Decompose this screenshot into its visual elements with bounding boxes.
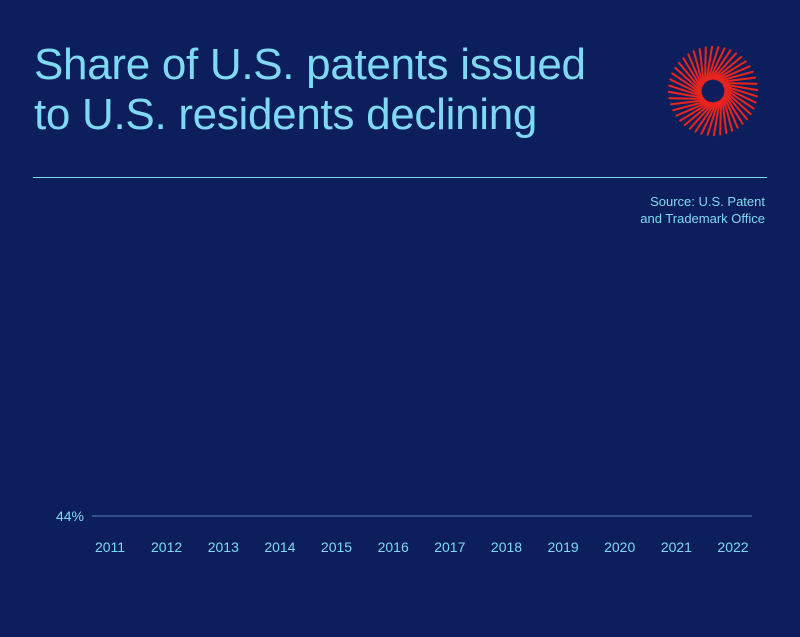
logo-ray xyxy=(711,52,738,80)
logo-ray xyxy=(674,66,702,93)
source-line-1: Source: U.S. Patent xyxy=(650,194,765,209)
source-line-2: and Trademark Office xyxy=(640,211,765,226)
logo-ray xyxy=(721,81,758,85)
logo-ray xyxy=(723,84,758,98)
logo-ray xyxy=(698,47,705,85)
logo-ray xyxy=(723,93,744,125)
logo-ray xyxy=(708,47,726,81)
logo-ray xyxy=(712,100,721,137)
x-tick-label: 2012 xyxy=(151,539,182,555)
x-tick-label: 2015 xyxy=(321,539,352,555)
y-tick-labels: 44% xyxy=(56,508,84,524)
logo-ray xyxy=(705,45,714,82)
logo-ray xyxy=(677,61,702,91)
logo-ray xyxy=(722,83,759,92)
logo-ray xyxy=(724,89,752,116)
logo-ray xyxy=(715,60,747,81)
logo-ray xyxy=(718,70,754,82)
logo-ray xyxy=(706,101,720,136)
header-divider xyxy=(33,177,767,178)
logo-rays xyxy=(667,45,759,137)
logo-ray xyxy=(719,76,757,83)
logo-ray xyxy=(667,90,704,99)
x-tick-label: 2011 xyxy=(95,539,125,555)
logo-ray xyxy=(682,57,703,89)
logo-ray xyxy=(723,86,757,104)
logo-ray xyxy=(671,72,702,94)
x-tick-label: 2014 xyxy=(264,539,295,555)
logo-ray xyxy=(669,99,707,106)
logo-ray xyxy=(692,50,704,86)
logo-ray xyxy=(700,101,718,135)
page-title: Share of U.S. patents issued to U.S. res… xyxy=(34,40,634,140)
logo-ray xyxy=(724,88,755,110)
logo-ray xyxy=(675,101,709,117)
x-tick-label: 2018 xyxy=(491,539,522,555)
x-tick-label: 2022 xyxy=(717,539,748,555)
logo-ray xyxy=(719,99,723,136)
logo-ray xyxy=(669,78,703,96)
logo-ray xyxy=(687,53,703,87)
logo-ray xyxy=(713,55,743,80)
source-note: Source: U.S. Patent and Trademark Office xyxy=(505,193,765,227)
logo-ray xyxy=(672,100,708,112)
y-tick-label: 44% xyxy=(56,508,84,524)
logo-ray xyxy=(688,102,715,130)
logo-center xyxy=(702,80,724,102)
x-tick-label: 2013 xyxy=(208,539,239,555)
x-tick-label: 2016 xyxy=(378,539,409,555)
logo-ray xyxy=(683,102,713,127)
logo-ray xyxy=(668,97,705,101)
logo-ray xyxy=(668,84,703,98)
logo-ray xyxy=(710,49,732,80)
logo-ray xyxy=(703,46,707,83)
title-line-2: to U.S. residents declining xyxy=(34,90,538,139)
title-line-1: Share of U.S. patents issued xyxy=(34,40,586,89)
logo-ray xyxy=(679,101,711,122)
x-tick-label: 2019 xyxy=(548,539,579,555)
x-tick-label: 2020 xyxy=(604,539,635,555)
logo-ray xyxy=(723,95,739,129)
logo-ray xyxy=(722,96,734,132)
logo-ray xyxy=(724,91,749,121)
logo-ray xyxy=(694,102,716,133)
x-tick-label: 2017 xyxy=(434,539,465,555)
x-tick-labels: 2011 2012 2013 2014 2015 2016 2017 2018 2019 2020… xyxy=(95,539,749,555)
x-tick-label: 2021 xyxy=(661,539,692,555)
logo-ray xyxy=(721,97,728,135)
logo-ray xyxy=(706,46,720,81)
sunburst-logo-icon xyxy=(667,45,759,137)
logo-ray xyxy=(717,65,751,81)
